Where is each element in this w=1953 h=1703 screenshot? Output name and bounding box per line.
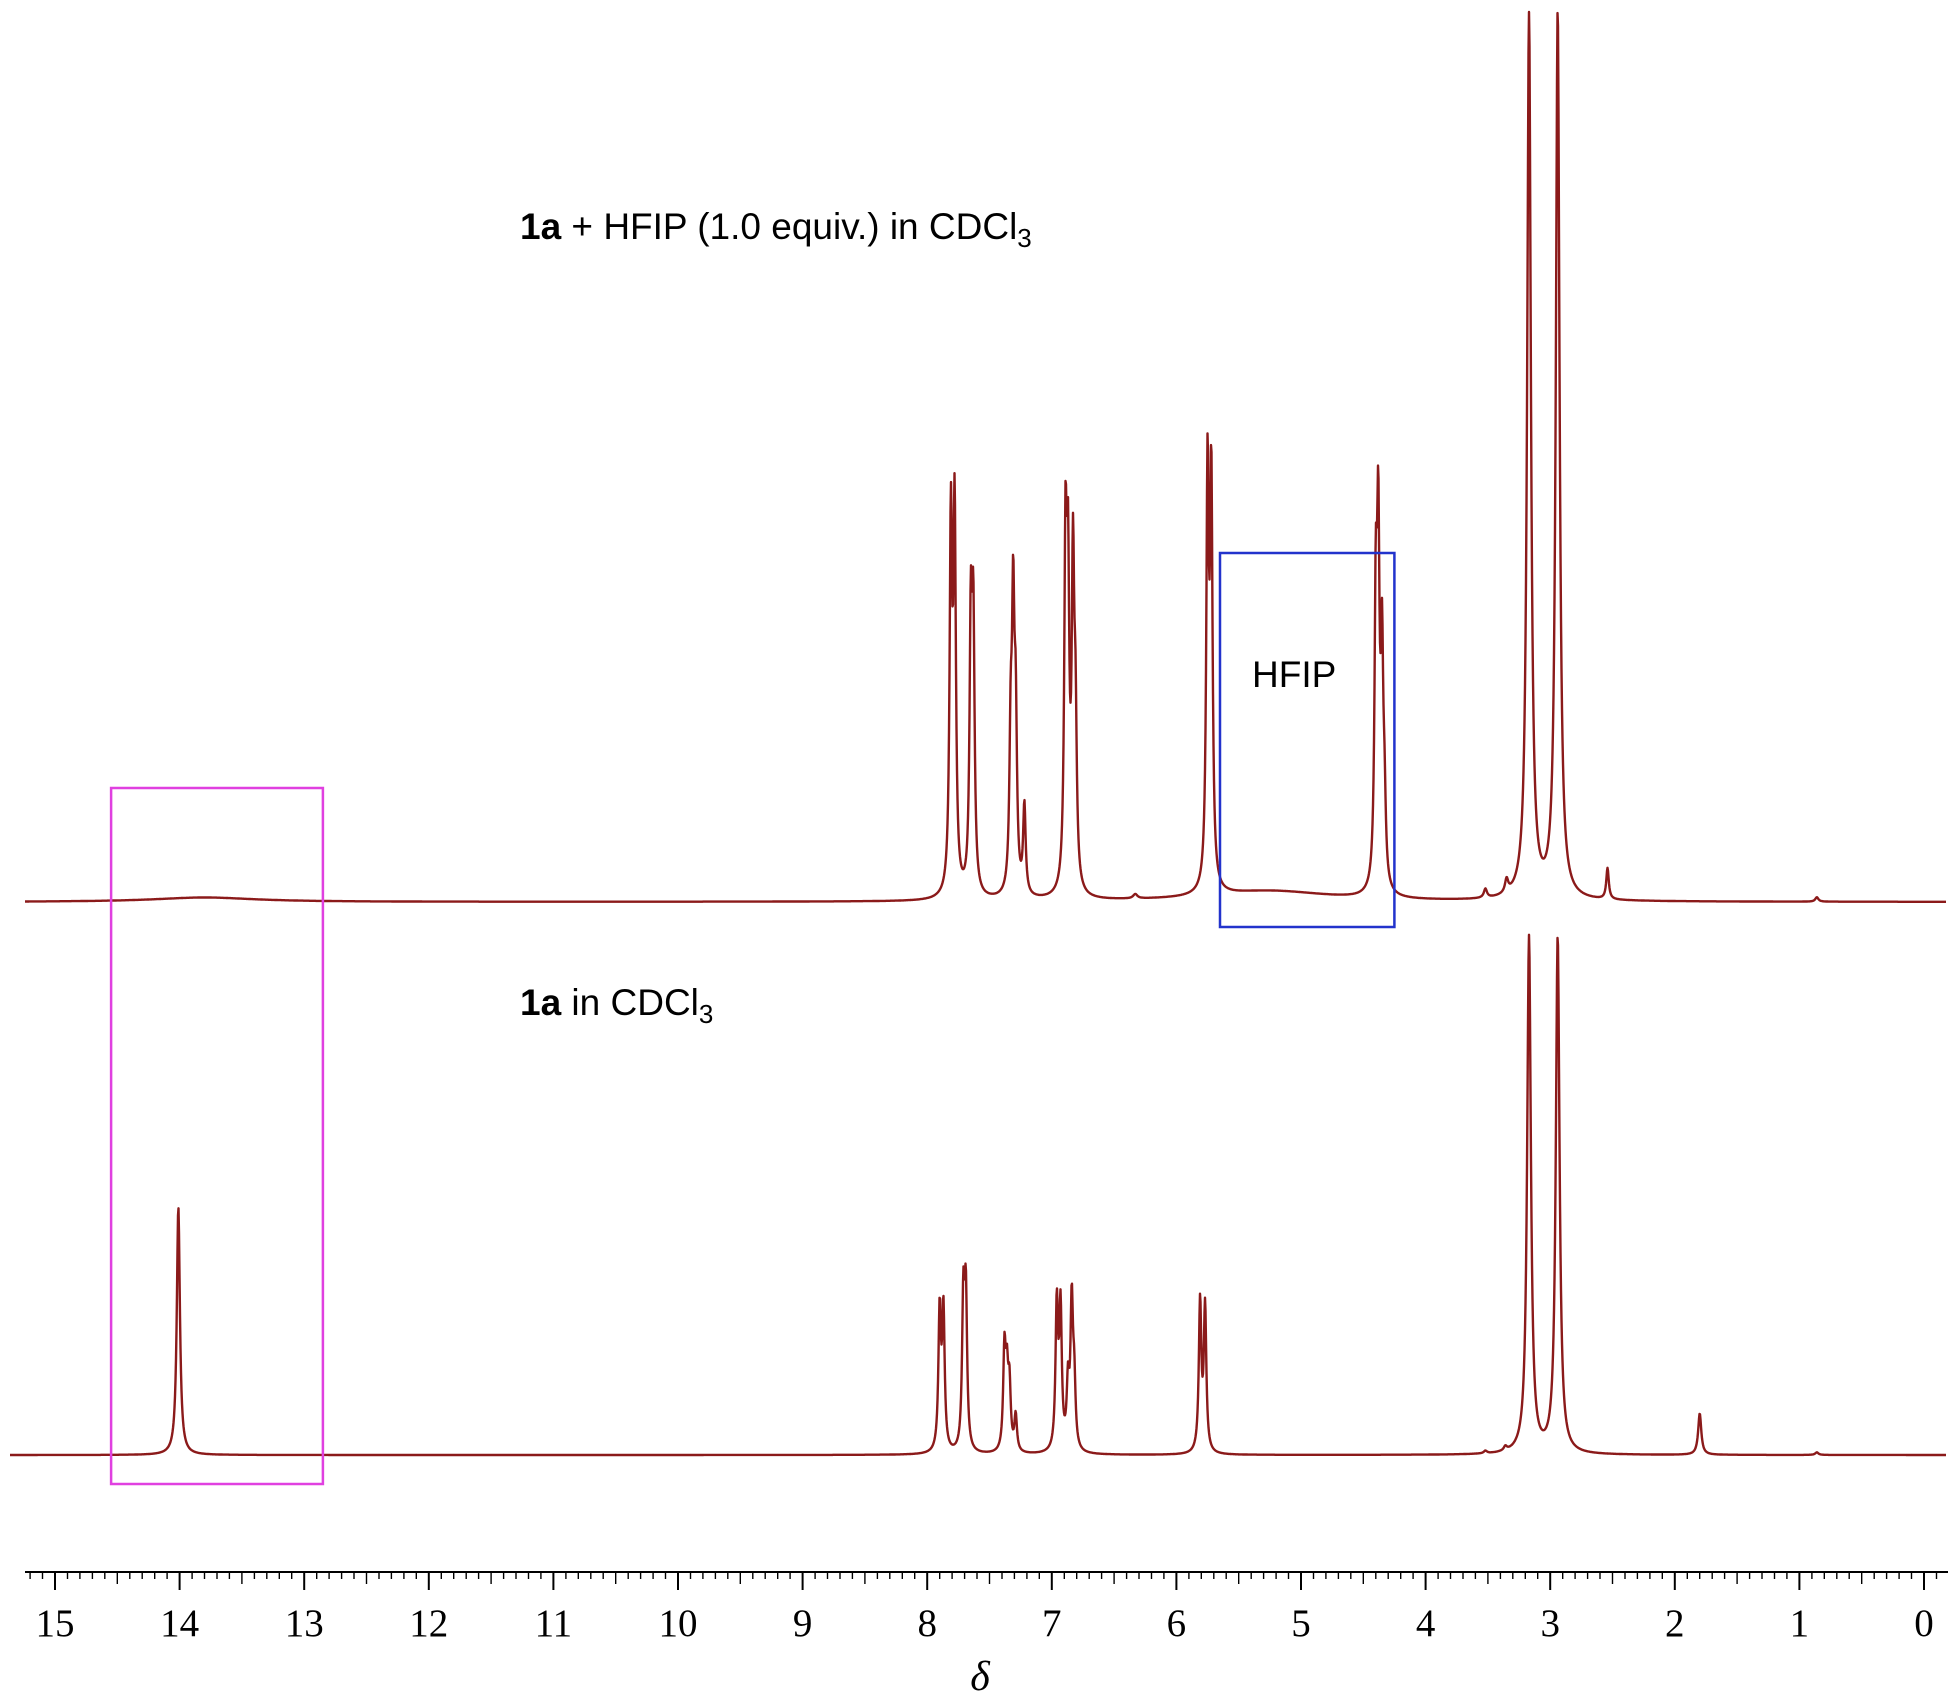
x-axis-tick-labels: 15 14 13 12 11 10 9 8 7 6 5 4 3 2 1 0: [36, 1602, 1934, 1645]
series-label-text: + HFIP (1.0 equiv.) in CDCl: [561, 206, 1018, 247]
x-tick-label: 4: [1416, 1602, 1436, 1645]
series-label-text: in CDCl: [561, 982, 699, 1023]
x-tick-label: 15: [36, 1602, 75, 1645]
peak-marker: [1506, 888, 1508, 890]
x-axis-ticks: [29, 1572, 1938, 1590]
x-tick-label: 0: [1914, 1602, 1934, 1645]
spectrum-trace-1a: [9, 933, 1947, 1457]
highlight-box-nh-region: [109, 786, 325, 1486]
x-tick-label: 8: [917, 1602, 937, 1645]
x-tick-label: 12: [409, 1602, 448, 1645]
x-tick-label: 1: [1790, 1602, 1810, 1645]
compound-label: 1a: [520, 206, 562, 247]
x-tick-label: 13: [285, 1602, 324, 1645]
x-tick-label: 7: [1042, 1602, 1062, 1645]
annotation-label-hfip: HFIP: [1252, 654, 1337, 695]
x-axis-title: δ: [970, 1654, 991, 1700]
x-tick-label: 6: [1167, 1602, 1187, 1645]
series-label-subscript: 3: [1017, 223, 1032, 253]
x-tick-label: 3: [1540, 1602, 1560, 1645]
x-tick-label: 9: [793, 1602, 813, 1645]
x-tick-label: 14: [160, 1602, 199, 1645]
series-label-1a-plus-hfip: 1a + HFIP (1.0 equiv.) in CDCl3: [520, 206, 1032, 251]
series-label-1a: 1a in CDCl3: [520, 982, 713, 1027]
x-tick-label: 2: [1665, 1602, 1685, 1645]
x-tick-label: 10: [659, 1602, 698, 1645]
peak-marker: [1006, 1387, 1008, 1389]
peak-marker: [1504, 1450, 1506, 1452]
peak-marker: [1134, 897, 1136, 899]
x-tick-label: 5: [1291, 1602, 1311, 1645]
x-axis: 15 14 13 12 11 10 9 8 7 6 5 4 3 2 1 0 δ: [25, 1571, 1948, 1700]
x-tick-label: 11: [535, 1602, 573, 1645]
spectrum-trace-1a-plus-hfip: [24, 10, 1947, 903]
compound-label: 1a: [520, 982, 562, 1023]
series-label-subscript: 3: [698, 999, 714, 1029]
highlight-box-hfip: [1218, 551, 1396, 929]
